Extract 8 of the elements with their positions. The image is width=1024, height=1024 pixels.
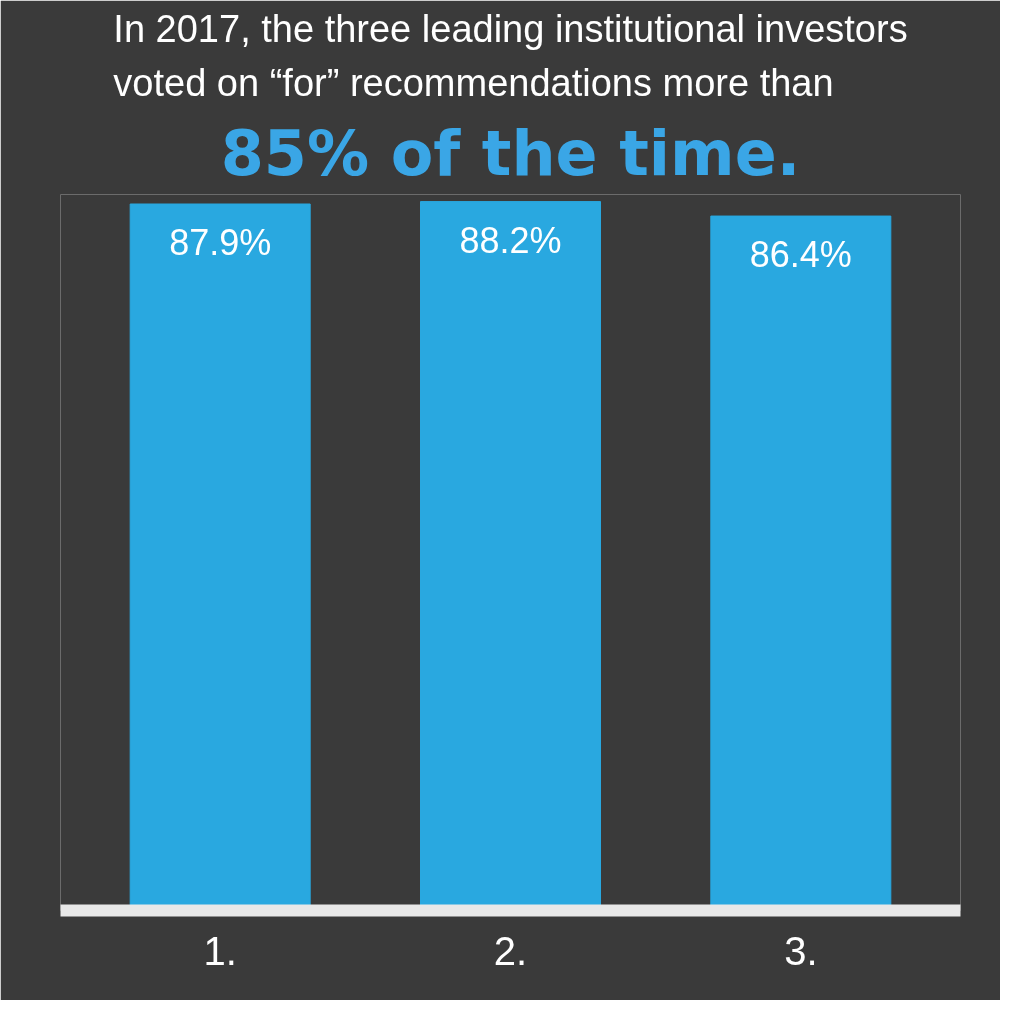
chart-subtitle: 85% of the time. <box>220 116 801 190</box>
x-tick-label: 2. <box>493 928 528 973</box>
x-tick-label: 3. <box>784 928 818 973</box>
data-label: 87.9% <box>169 222 272 263</box>
chart-title: In 2017, the three leading institutional investors voted on “for” recommendations more than <box>113 7 908 105</box>
data-label: 86.4% <box>749 234 852 276</box>
data-label: 88.2% <box>459 219 562 261</box>
x-tick-label: 1. <box>203 928 237 973</box>
